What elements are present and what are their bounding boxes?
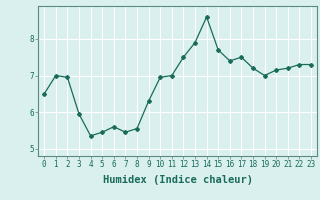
X-axis label: Humidex (Indice chaleur): Humidex (Indice chaleur) (103, 175, 252, 185)
